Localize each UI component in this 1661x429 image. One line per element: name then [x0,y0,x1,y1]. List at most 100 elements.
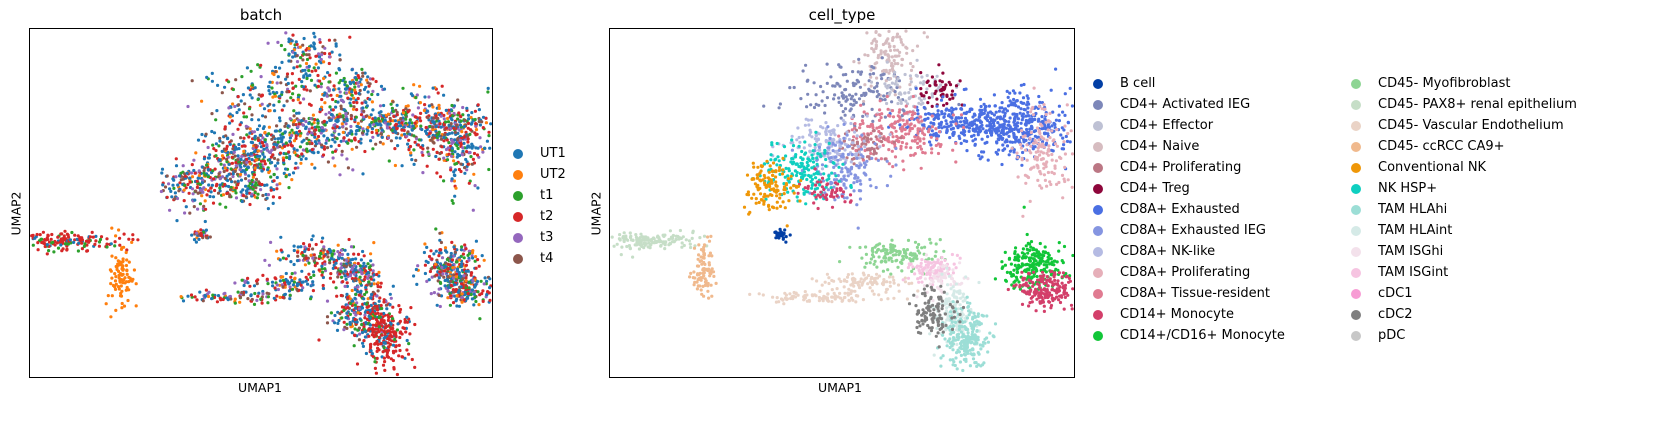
scatter-point [85,249,89,253]
scatter-point [376,289,380,293]
scatter-point [329,311,333,315]
scatter-point [922,123,926,127]
scatter-point [978,97,983,101]
scatter-point [352,252,356,256]
scatter-point [427,278,431,282]
scatter-point [851,81,855,85]
scatter-point [1050,152,1054,157]
scatter-point [418,84,422,88]
scatter-point [389,296,393,300]
scatter-point [837,100,841,104]
scatter-point [887,92,891,96]
scatter-point [432,116,436,120]
scatter-point [874,44,878,48]
scatter-point [440,265,444,270]
scatter-point [448,111,452,115]
scatter-point [869,75,873,79]
scatter-point [1025,103,1029,107]
scatter-point [365,78,369,82]
scatter-point [463,286,468,290]
scatter-point [920,119,924,123]
legend-item-ut1: UT1 [513,143,566,164]
scatter-point [200,181,204,185]
scatter-point [951,126,955,130]
scatter-point [998,135,1002,139]
scatter-point [919,92,923,96]
scatter-point [330,50,334,54]
scatter-point [230,161,234,165]
scatter-point [1031,147,1035,151]
scatter-point [1039,135,1043,139]
scatter-point [208,194,212,199]
scatter-point [455,155,459,159]
scatter-point [357,91,361,96]
scatter-point [344,127,348,131]
scatter-point [126,298,130,303]
scatter-point [1021,112,1025,116]
scatter-point [1046,128,1050,132]
scatter-point [341,100,346,104]
scatter-point [892,74,896,78]
scatter-point [297,77,301,81]
scatter-point [456,152,460,156]
scatter-point [481,150,485,154]
scatter-point [246,86,250,90]
scatter-point [904,29,908,33]
scatter-point [998,117,1002,121]
scatter-point [1026,110,1030,114]
scatter-point [917,120,921,124]
scatter-point [128,276,132,280]
scatter-point [161,183,165,187]
scatter-point [305,76,309,81]
scatter-point [211,143,215,147]
scatter-point [313,135,317,139]
scatter-point [450,148,454,152]
scatter-point [297,129,302,133]
scatter-point [336,115,340,119]
chart-title-batch: batch [239,6,283,24]
scatter-point [378,140,382,144]
scatter-point [426,146,430,150]
scatter-point [486,86,490,90]
scatter-point [360,323,364,327]
scatter-point [342,320,346,324]
scatter-point [410,121,414,125]
scatter-point [253,183,257,188]
scatter-point [877,33,881,37]
scatter-point [382,346,386,350]
scatter-point [230,155,234,159]
scatter-point [238,295,243,299]
scatter-point [240,144,244,148]
scatter-point [439,125,443,129]
scatter-point [455,161,459,166]
scatter-point [898,118,902,122]
scatter-point [309,253,313,257]
scatter-point [406,130,410,134]
scatter-point [318,107,322,111]
scatter-point [1037,138,1041,142]
scatter-point [35,232,39,237]
scatter-point [908,123,912,127]
scatter-point [202,169,206,173]
scatter-point [469,128,473,132]
scatter-point [340,149,344,153]
scatter-point [871,129,875,133]
scatter-point [346,252,350,256]
scatter-point [319,61,323,65]
scatter-point [190,187,195,191]
scatter-point [913,135,917,139]
scatter-point [405,338,409,343]
scatter-point [466,113,471,117]
scatter-point [923,151,927,155]
scatter-point [865,155,870,159]
scatter-point [986,114,990,118]
scatter-point [450,103,454,108]
scatter-point [1059,133,1063,137]
scatter-point [447,132,451,136]
scatter-point [837,134,841,138]
scatter-point [234,186,238,190]
scatter-point [454,275,458,279]
scatter-point [454,186,458,190]
scatter-point [173,197,177,201]
scatter-point [884,84,888,88]
